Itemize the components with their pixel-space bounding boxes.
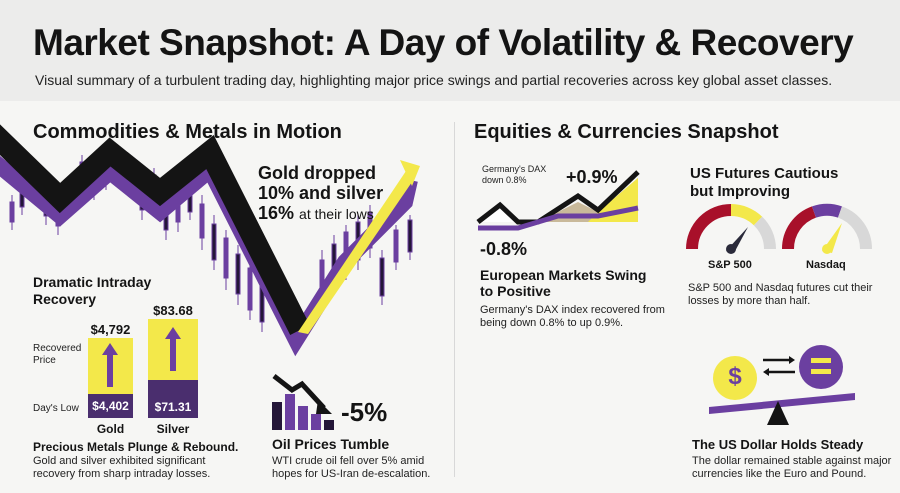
gold-recovered-value: $4,792 <box>90 322 131 337</box>
dax-note: Germany's DAX down 0.8% <box>482 164 547 185</box>
zigzag-yellow-arrow <box>400 160 420 186</box>
gold-silver-drop-text: Gold dropped 10% and silver 16% at their… <box>258 163 384 223</box>
dollar-balance-illustration <box>709 345 855 425</box>
dax-swing-chart <box>476 170 640 231</box>
oil-falling-chart-icon <box>272 374 334 430</box>
metals-description: Gold and silver exhibited significant re… <box>33 455 211 480</box>
equities-section-title: Equities & Currencies Snapshot <box>474 121 779 143</box>
us-futures-title: US Futures Cautious but Improving <box>690 165 839 200</box>
europe-title: European Markets Swing to Positive <box>480 267 647 299</box>
silver-up-arrow <box>165 327 181 371</box>
recovery-title: Dramatic Intraday Recovery <box>33 274 152 307</box>
silver-low-bar: $71.31 <box>148 380 198 418</box>
sp500-gauge <box>686 204 776 254</box>
sp500-label: S&P 500 <box>708 259 752 271</box>
europe-description: Germany's DAX index recovered from being… <box>480 304 665 329</box>
zigzag-yellow-band <box>298 168 412 334</box>
section-divider <box>454 122 455 477</box>
silver-recovered-value: $83.68 <box>153 303 193 318</box>
gold-low-bar: $4,402 <box>88 394 133 418</box>
page-subtitle: Visual summary of a turbulent trading da… <box>35 72 833 88</box>
silver-label: Silver <box>156 422 190 436</box>
nasdaq-gauge <box>781 203 873 254</box>
header-band <box>0 0 900 101</box>
oil-description: WTI crude oil fell over 5% amid hopes fo… <box>272 455 431 480</box>
zigzag-black-band <box>0 124 310 335</box>
oil-title: Oil Prices Tumble <box>272 436 390 452</box>
us-futures-description: S&P 500 and Nasdaq futures cut their los… <box>688 282 873 307</box>
dax-up-value: +0.9% <box>566 167 618 187</box>
page-title: Market Snapshot: A Day of Volatility & R… <box>33 22 854 63</box>
gold-label: Gold <box>96 422 125 436</box>
days-low-label: Day's Low <box>33 403 79 414</box>
nasdaq-label: Nasdaq <box>806 259 846 271</box>
commodities-zigzag-chart <box>0 124 420 357</box>
metals-title: Precious Metals Plunge & Rebound. <box>33 440 239 454</box>
dollar-description: The dollar remained stable against major… <box>692 455 892 480</box>
oil-change-value: -5% <box>341 397 388 427</box>
recovered-price-label: Recovered Price <box>33 343 82 366</box>
dollar-title: The US Dollar Holds Steady <box>692 437 864 452</box>
dollar-sign-icon: $ <box>728 363 742 390</box>
gold-up-arrow <box>102 343 118 387</box>
commodities-section-title: Commodities & Metals in Motion <box>33 121 342 143</box>
dax-down-value: -0.8% <box>480 239 528 259</box>
